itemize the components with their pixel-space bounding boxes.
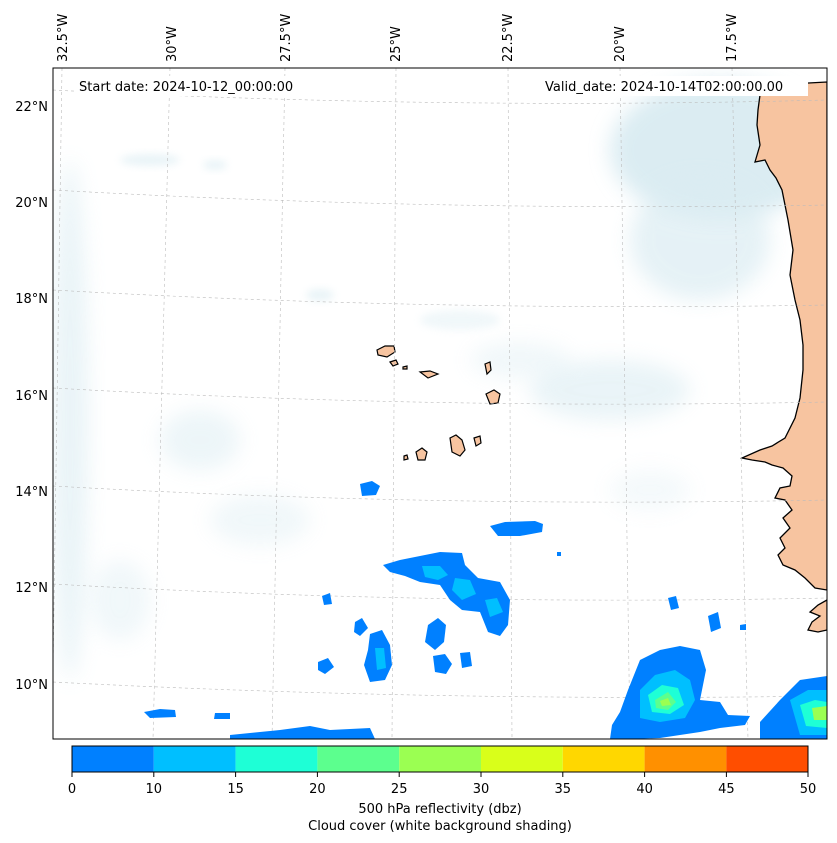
longitude-labels: 32.5°W 30°W 27.5°W 25°W 22.5°W 20°W 17.5… [56, 14, 740, 62]
lon-label: 20°W [613, 26, 628, 62]
colorbar-tick: 10 [146, 782, 163, 797]
map-panel: Start date: 2024-10-12_00:00:00 Valid_da… [53, 68, 827, 739]
lat-label: 20°N [15, 196, 48, 211]
colorbar-tick: 15 [227, 782, 244, 797]
colorbar-frame [71, 745, 809, 773]
lon-label: 17.5°W [725, 14, 740, 62]
lat-label: 16°N [15, 389, 48, 404]
colorbar-tick: 50 [800, 782, 817, 797]
colorbar-segment [562, 746, 645, 772]
latitude-labels: 22°N 20°N 18°N 16°N 14°N 12°N 10°N [15, 100, 48, 693]
lon-label: 30°W [165, 26, 180, 62]
colorbar-subtitle: Cloud cover (white background shading) [308, 819, 572, 834]
map-frame [52, 67, 828, 740]
colorbar-tick: 35 [555, 782, 572, 797]
cabo-verde-islands [376, 345, 501, 461]
lon-label: 25°W [389, 26, 404, 62]
colorbar-tick: 20 [309, 782, 326, 797]
colorbar-tick: 0 [68, 782, 76, 797]
lon-label: 27.5°W [279, 14, 294, 62]
colorbar-tick: 25 [391, 782, 408, 797]
africa-land [739, 81, 827, 591]
colorbar-title: 500 hPa reflectivity (dbz) [358, 802, 521, 817]
colorbar-segment [481, 746, 563, 772]
colorbar-segment [317, 746, 400, 772]
colorbar-segment [644, 746, 727, 772]
valid-date-text: Valid_date: 2024-10-14T02:00:00.00 [545, 80, 783, 95]
colorbar-segment [235, 746, 318, 772]
colorbar: 0 10 15 20 25 30 35 40 45 50 500 hPa ref… [68, 745, 817, 834]
reflectivity-echoes [144, 481, 827, 739]
lat-label: 14°N [15, 485, 48, 500]
lat-label: 10°N [15, 678, 48, 693]
lat-label: 22°N [15, 100, 48, 115]
colorbar-segment [399, 746, 481, 772]
colorbar-tick: 40 [636, 782, 653, 797]
lat-label: 12°N [15, 581, 48, 596]
colorbar-segment [153, 746, 236, 772]
lon-label: 32.5°W [56, 14, 71, 62]
start-date-text: Start date: 2024-10-12_00:00:00 [79, 80, 293, 95]
colorbar-segment [72, 746, 154, 772]
africa-south-coast [807, 599, 827, 633]
colorbar-tick: 45 [718, 782, 735, 797]
colorbar-segment [726, 746, 808, 772]
valid-date-box [540, 76, 808, 96]
cloud-cover-shading [53, 80, 827, 680]
lat-label: 18°N [15, 292, 48, 307]
lon-label: 22.5°W [501, 14, 516, 62]
colorbar-tick: 30 [473, 782, 490, 797]
start-date-box [74, 76, 300, 96]
